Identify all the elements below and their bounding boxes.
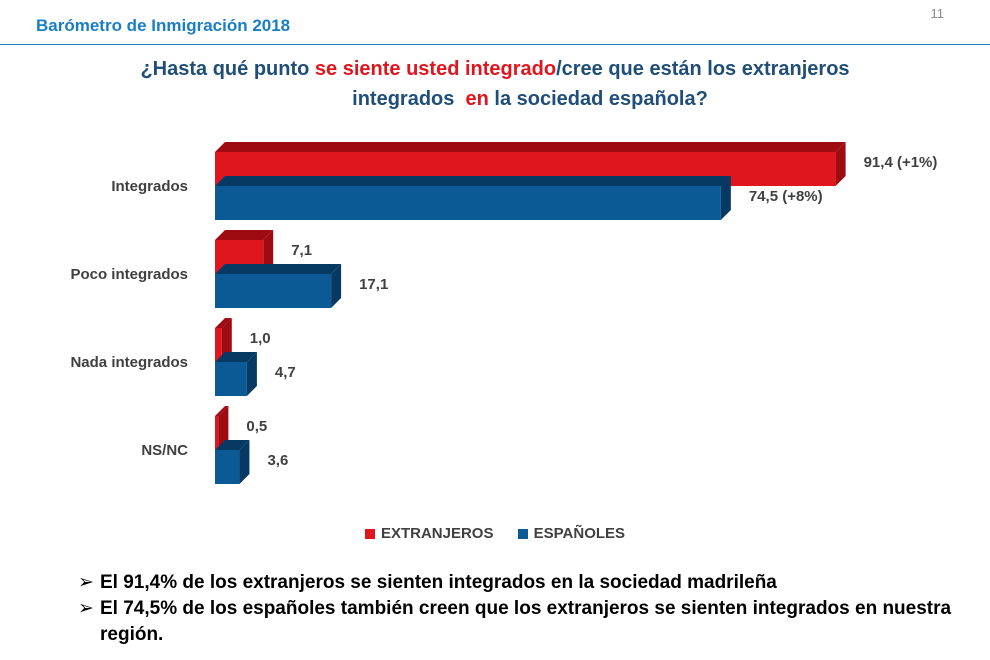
question-line-2: integrados en la sociedad española? [0, 84, 990, 114]
category-label: Integrados [111, 178, 188, 195]
data-label: 17,1 [359, 276, 388, 293]
category-label: NS/NC [141, 442, 188, 459]
arrow-bullet-icon: ➢ [78, 598, 94, 619]
legend-item-espanoles: ESPAÑOLES [517, 525, 626, 542]
page-number: 11 [930, 6, 945, 21]
question-highlight-2: en [465, 88, 489, 110]
header-divider [0, 44, 990, 45]
legend-swatch-blue [517, 528, 528, 539]
report-title: Barómetro de Inmigración 2018 [36, 16, 291, 35]
data-label: 74,5 (+8%) [749, 188, 823, 205]
bar [215, 440, 250, 484]
bar [215, 176, 731, 220]
summary-text: El 91,4% de los extranjeros se sienten i… [100, 572, 777, 593]
chart-legend: EXTRANJEROS ESPAÑOLES [0, 525, 990, 543]
question-part-2: /cree que están los extranjeros [556, 58, 850, 80]
bar [215, 352, 257, 396]
data-label: 4,7 [275, 364, 296, 381]
question-line-1: ¿Hasta qué punto se siente usted integra… [0, 54, 990, 84]
data-label: 7,1 [291, 242, 312, 259]
legend-label-extranjeros: EXTRANJEROS [380, 525, 494, 542]
legend-label-espanoles: ESPAÑOLES [533, 525, 626, 542]
question-highlight-1: se siente usted integrado [314, 58, 557, 80]
summary-bullet: ➢ El 74,5% de los españoles también cree… [78, 596, 978, 648]
data-label: 0,5 [246, 418, 267, 435]
summary-text: El 74,5% de los españoles también creen … [100, 598, 952, 645]
data-label: 3,6 [267, 452, 288, 469]
bar [215, 406, 229, 450]
arrow-bullet-icon: ➢ [78, 572, 94, 593]
category-label: Nada integrados [70, 354, 188, 371]
data-label: 1,0 [250, 330, 271, 347]
bar-chart: Integrados 91,4 (+1%) 74,5 (+8%) Poco integ… [70, 142, 938, 484]
category-label: Poco integrados [70, 266, 188, 283]
summary-bullets: ➢ El 91,4% de los extranjeros se sienten… [78, 570, 978, 648]
question-part-1: ¿Hasta qué punto [140, 58, 315, 80]
legend-swatch-red [364, 528, 375, 539]
summary-bullet: ➢ El 91,4% de los extranjeros se sienten… [78, 570, 978, 596]
question-part-4: la sociedad española? [488, 88, 708, 110]
question-part-3: integrados [352, 88, 466, 110]
legend-item-extranjeros: EXTRANJEROS [364, 525, 494, 542]
bar [215, 264, 342, 308]
chart-question: ¿Hasta qué punto se siente usted integra… [0, 54, 990, 114]
data-label: 91,4 (+1%) [864, 154, 938, 171]
bar [215, 318, 232, 362]
